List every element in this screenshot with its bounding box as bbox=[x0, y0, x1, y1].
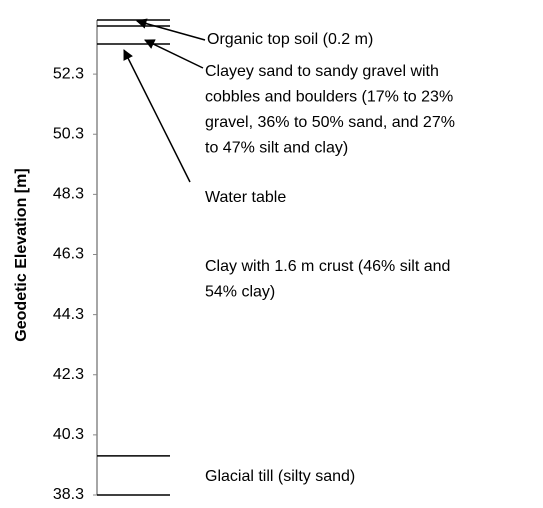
y-tick-label: 44.3 bbox=[53, 306, 84, 323]
layer-label: to 47% silt and clay) bbox=[205, 140, 348, 157]
layer-label: Glacial till (silty sand) bbox=[205, 468, 355, 485]
y-axis-label: Geodetic Elevation [m] bbox=[13, 168, 30, 341]
layer-label: Clay with 1.6 m crust (46% silt and bbox=[205, 258, 450, 275]
layer-label: Organic top soil (0.2 m) bbox=[207, 31, 373, 48]
layer-label: cobbles and boulders (17% to 23% bbox=[205, 89, 453, 106]
arrow bbox=[135, 18, 206, 41]
water-table-label: Water table bbox=[205, 189, 286, 206]
layer-label: gravel, 36% to 50% sand, and 27% bbox=[205, 114, 455, 131]
y-tick-label: 40.3 bbox=[53, 426, 84, 443]
y-tick-label: 38.3 bbox=[53, 486, 84, 503]
water-table-arrow bbox=[123, 49, 191, 183]
y-tick-label: 42.3 bbox=[53, 366, 84, 383]
y-tick-label: 46.3 bbox=[53, 246, 84, 263]
y-tick-label: 50.3 bbox=[53, 125, 84, 142]
y-tick-label: 48.3 bbox=[53, 186, 84, 203]
layer-label: Clayey sand to sandy gravel with bbox=[205, 63, 439, 80]
arrow bbox=[144, 39, 204, 69]
layer-label: 54% clay) bbox=[205, 284, 275, 301]
y-tick-label: 52.3 bbox=[53, 65, 84, 82]
